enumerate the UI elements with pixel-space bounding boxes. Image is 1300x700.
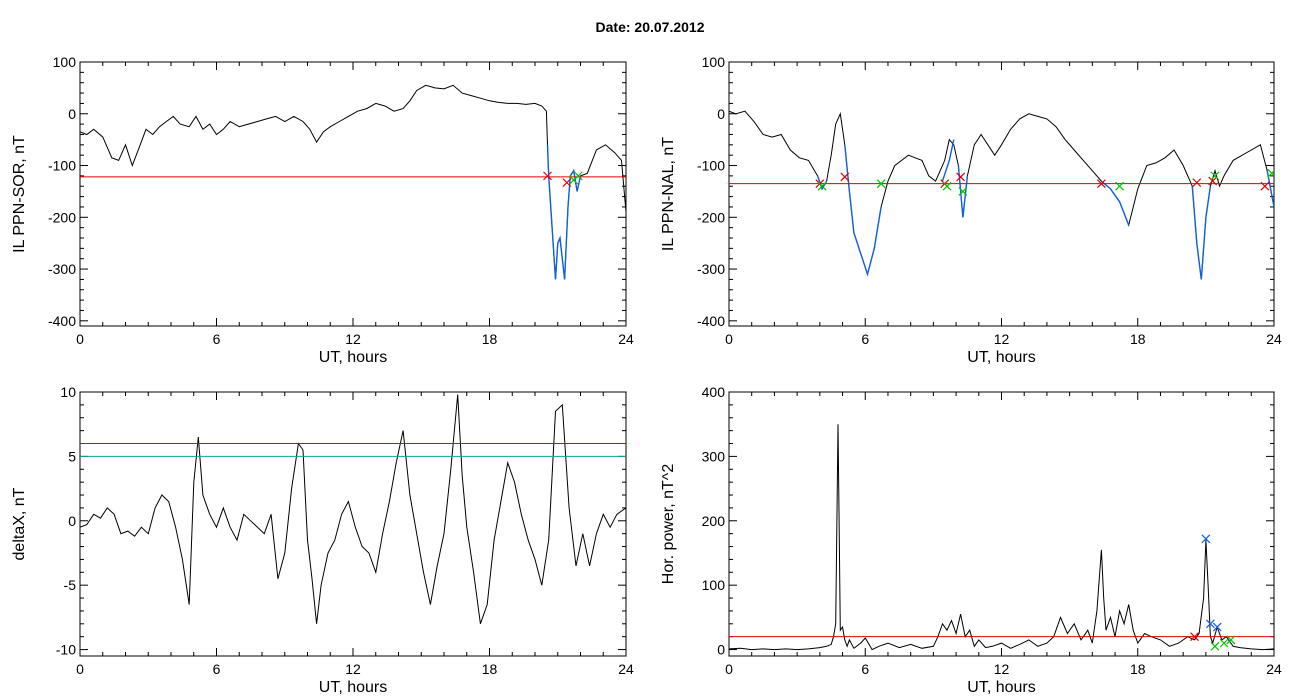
panel-hor-power: 0 6 12 18 24 0 100 200 300 400 UT, hours Hor. power… — [660, 384, 1282, 696]
y-tick-label: 0 — [68, 106, 76, 122]
y-tick-label: -200 — [697, 209, 725, 225]
plot-data — [80, 394, 626, 624]
x-tick-label: 18 — [482, 661, 498, 677]
plot-frame — [79, 61, 627, 327]
y-axis-label: Hor. power, nT^2 — [660, 464, 677, 585]
cross-marker — [1219, 638, 1229, 648]
x-tick-label: 0 — [76, 331, 84, 347]
y-tick-label: 0 — [717, 106, 725, 122]
cross-marker — [840, 172, 850, 182]
series-line — [729, 110, 1274, 280]
panel-il-ppn-sor: 0 6 12 18 24 -400 -300 -200 -100 0 100 UT, hours IL … — [11, 54, 634, 366]
cross-marker — [1190, 632, 1199, 642]
y-axis-label: IL PPN-NAL, nT — [660, 137, 677, 251]
plot-frame — [79, 391, 627, 657]
cross-marker — [1201, 534, 1211, 544]
y-tick-label: 0 — [717, 642, 725, 658]
cross-marker — [1115, 181, 1125, 191]
y-tick-label: -400 — [48, 313, 76, 329]
y-axis-label: IL PPN-SOR, nT — [11, 135, 28, 253]
y-tick-label: 300 — [702, 448, 726, 464]
cross-marker — [1192, 178, 1202, 188]
x-tick-label: 12 — [345, 661, 361, 677]
page-title: Date: 20.07.2012 — [595, 19, 705, 35]
x-tick-label: 0 — [725, 331, 733, 347]
x-tick-label: 12 — [994, 331, 1010, 347]
x-tick-label: 6 — [861, 331, 869, 347]
x-tick-label: 0 — [76, 661, 84, 677]
highlight-segment — [941, 139, 955, 182]
highlight-segment — [1100, 180, 1130, 226]
series-line — [80, 84, 626, 280]
cross-marker — [1267, 168, 1274, 178]
panel-deltax: 0 6 12 18 24 -10 -5 0 5 10 UT, hours deltaX, nT — [11, 384, 634, 696]
y-tick-label: -100 — [48, 158, 76, 174]
x-tick-label: 0 — [725, 661, 733, 677]
highlight-segment — [957, 165, 969, 218]
series-line — [729, 424, 1274, 651]
cross-marker — [543, 171, 552, 181]
highlight-segment — [546, 144, 571, 280]
plot-data — [729, 110, 1274, 280]
cross-marker — [958, 186, 968, 196]
cross-marker — [1208, 176, 1218, 186]
x-axis-label: UT, hours — [967, 679, 1035, 696]
y-tick-label: -10 — [56, 642, 76, 658]
y-axis-label: deltaX, nT — [11, 487, 28, 560]
cross-marker — [956, 172, 966, 182]
x-tick-label: 12 — [994, 661, 1010, 677]
cross-marker — [562, 178, 572, 188]
y-tick-label: 400 — [702, 384, 726, 400]
cross-marker — [942, 181, 952, 191]
y-tick-label: -300 — [48, 261, 76, 277]
x-axis-label: UT, hours — [967, 349, 1035, 366]
y-tick-label: 100 — [702, 577, 726, 593]
x-tick-label: 12 — [345, 331, 361, 347]
x-axis-label: UT, hours — [319, 349, 387, 366]
cross-marker — [1205, 619, 1215, 629]
y-tick-label: 200 — [702, 513, 726, 529]
x-tick-label: 18 — [482, 331, 498, 347]
cross-marker — [876, 179, 886, 189]
y-tick-label: 0 — [68, 513, 76, 529]
y-tick-label: 100 — [702, 54, 726, 70]
cross-marker — [817, 181, 827, 191]
y-tick-label: 10 — [60, 384, 76, 400]
y-tick-label: -200 — [48, 209, 76, 225]
plot-frame — [728, 391, 1275, 657]
x-tick-label: 6 — [213, 331, 221, 347]
x-tick-label: 6 — [213, 661, 221, 677]
series-line — [80, 394, 626, 624]
y-tick-label: -400 — [697, 313, 725, 329]
x-tick-label: 18 — [1130, 331, 1146, 347]
x-tick-label: 6 — [861, 661, 869, 677]
cross-marker — [1260, 181, 1270, 191]
x-tick-label: 24 — [618, 661, 634, 677]
x-tick-label: 18 — [1130, 661, 1146, 677]
cross-marker — [1096, 179, 1106, 189]
y-tick-label: 5 — [68, 448, 76, 464]
x-axis-label: UT, hours — [319, 679, 387, 696]
cross-marker — [1226, 635, 1236, 645]
cross-marker — [1210, 641, 1220, 651]
cross-marker — [1210, 171, 1220, 181]
plot-data — [80, 84, 626, 280]
highlight-segment — [1191, 186, 1212, 280]
x-tick-label: 24 — [1266, 661, 1282, 677]
plot-data — [729, 424, 1274, 651]
cross-marker — [573, 171, 583, 181]
y-tick-label: -5 — [64, 577, 77, 593]
y-tick-label: -100 — [697, 158, 725, 174]
highlight-segment — [844, 144, 882, 277]
panel-il-ppn-nal: 0 6 12 18 24 -400 -300 -200 -100 0 100 UT, hours IL … — [660, 54, 1282, 366]
x-tick-label: 24 — [618, 331, 634, 347]
cross-marker — [1212, 622, 1222, 632]
y-tick-label: 100 — [53, 54, 77, 70]
y-tick-label: -300 — [697, 261, 725, 277]
x-tick-label: 24 — [1266, 331, 1282, 347]
